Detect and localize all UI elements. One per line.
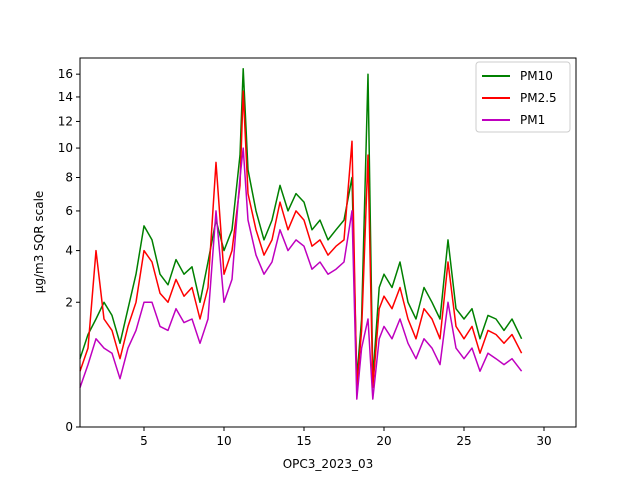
y-tick-label: 4: [65, 244, 73, 258]
y-tick-label: 16: [58, 67, 73, 81]
legend-label-1: PM2.5: [520, 91, 557, 105]
legend-label-2: PM1: [520, 113, 545, 127]
series-line-2: [79, 147, 523, 400]
x-axis-label: OPC3_2023_03: [283, 457, 374, 471]
y-tick-label: 14: [58, 90, 73, 104]
x-tick-label: 20: [376, 434, 391, 448]
y-tick-label: 10: [58, 141, 73, 155]
x-axis: 5 10 15 20 25 30: [140, 427, 552, 448]
series-line-0: [79, 67, 523, 380]
y-axis-label: μg/m3 SQR scale: [32, 191, 46, 294]
y-tick-label: 2: [65, 295, 73, 309]
legend: PM10 PM2.5 PM1: [475, 61, 571, 133]
series-line-1: [79, 90, 523, 389]
y-tick-label: 12: [58, 114, 73, 128]
x-tick-label: 5: [140, 434, 148, 448]
x-tick-label: 15: [296, 434, 311, 448]
y-axis: 0 2 4 6 8 10 12 14 16: [58, 67, 80, 434]
x-tick-label: 30: [536, 434, 551, 448]
series-layer: [79, 67, 523, 400]
legend-label-0: PM10: [520, 69, 553, 83]
y-tick-label: 0: [65, 420, 73, 434]
x-tick-label: 10: [216, 434, 231, 448]
y-tick-label: 6: [65, 204, 73, 218]
x-tick-label: 25: [456, 434, 471, 448]
legend-box: [475, 61, 571, 133]
y-tick-label: 8: [65, 171, 73, 185]
plot-frame: [79, 57, 577, 428]
